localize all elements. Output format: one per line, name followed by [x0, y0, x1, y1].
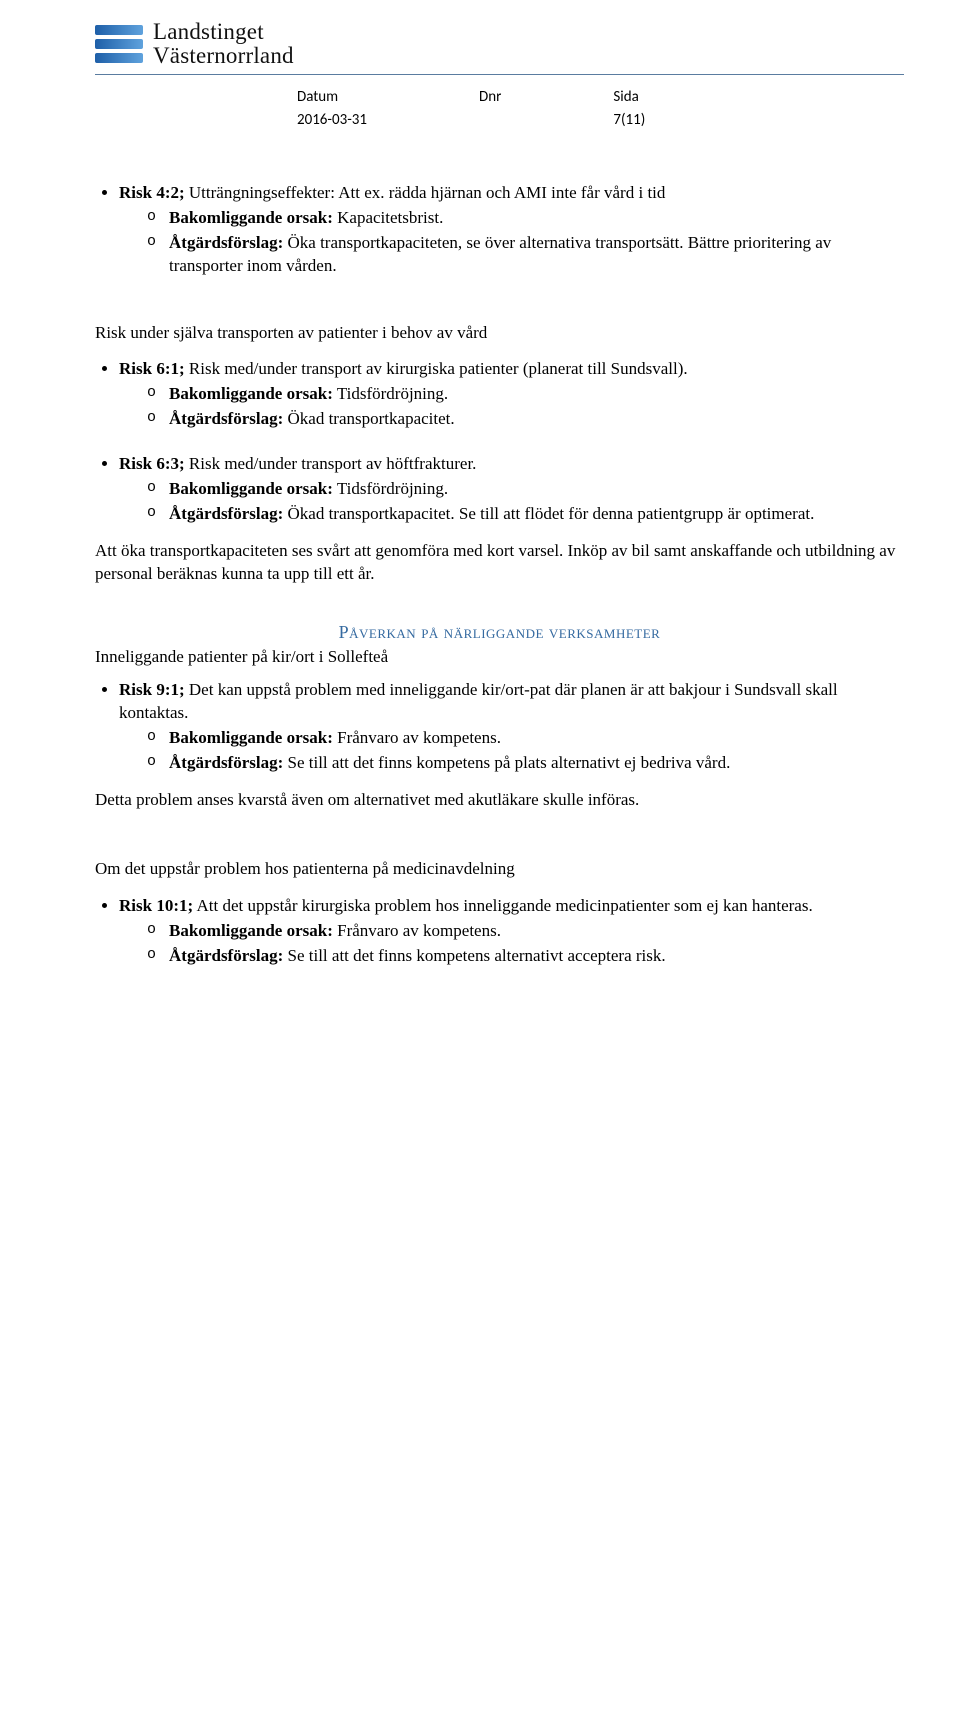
risk-6-3-text: Risk med/under transport av höftfrakture… — [185, 454, 477, 473]
meta-datum-label: Datum — [297, 87, 477, 107]
section-heading-paverkan: Påverkan på närliggande verksamheter — [95, 620, 904, 644]
risk-4-2-block: Risk 4:2; Utträngningseffekter: Att ex. … — [95, 182, 904, 278]
risk-10-1-label: Risk 10:1; — [119, 896, 193, 915]
meta-sida-label: Sida — [613, 87, 755, 107]
meta-sida-value: 7(11) — [613, 110, 755, 130]
risk-10-1-item: Risk 10:1; Att det uppstår kirurgiska pr… — [119, 895, 904, 968]
logo-mark-icon — [95, 20, 143, 68]
risk-10-1-action: Åtgärdsförslag: Se till att det finns ko… — [147, 945, 904, 968]
logo-line2: Västernorrland — [153, 44, 294, 68]
risk-10-1-text: Att det uppstår kirurgiska problem hos i… — [193, 896, 813, 915]
risk-6-1-label: Risk 6:1; — [119, 359, 185, 378]
meta-dnr-label: Dnr — [479, 87, 611, 107]
risk-6-1-block: Risk 6:1; Risk med/under transport av ki… — [95, 358, 904, 431]
meta-datum-value: 2016-03-31 — [297, 110, 477, 130]
transport-subheading: Risk under själva transporten av patient… — [95, 322, 904, 345]
risk-6-1-text: Risk med/under transport av kirurgiska p… — [185, 359, 688, 378]
risk-6-3-action: Åtgärdsförslag: Ökad transportkapacitet.… — [147, 503, 904, 526]
risk-10-1-cause: Bakomliggande orsak: Frånvaro av kompete… — [147, 920, 904, 943]
logo-text: Landstinget Västernorrland — [153, 20, 294, 68]
risk-4-2-cause: Bakomliggande orsak: Kapacitetsbrist. — [147, 207, 904, 230]
transport-capacity-note: Att öka transportkapaciteten ses svårt a… — [95, 540, 904, 586]
risk-9-1-label: Risk 9:1; — [119, 680, 185, 699]
header-rule — [95, 74, 904, 75]
risk-9-1-cause: Bakomliggande orsak: Frånvaro av kompete… — [147, 727, 904, 750]
meta-dnr-value — [479, 110, 611, 130]
risk-4-2-label: Risk 4:2; — [119, 183, 185, 202]
risk-6-3-item: Risk 6:3; Risk med/under transport av hö… — [119, 453, 904, 526]
risk-9-1-action: Åtgärdsförslag: Se till att det finns ko… — [147, 752, 904, 775]
risk-6-3-block: Risk 6:3; Risk med/under transport av hö… — [95, 453, 904, 526]
akutlakare-note: Detta problem anses kvarstå även om alte… — [95, 789, 904, 812]
risk-4-2-text: Utträngningseffekter: Att ex. rädda hjär… — [185, 183, 666, 202]
risk-10-1-block: Risk 10:1; Att det uppstår kirurgiska pr… — [95, 895, 904, 968]
risk-4-2-action: Åtgärdsförslag: Öka transportkapaciteten… — [147, 232, 904, 278]
document-meta: Datum Dnr Sida 2016-03-31 7(11) — [295, 85, 757, 132]
risk-6-3-cause: Bakomliggande orsak: Tidsfördröjning. — [147, 478, 904, 501]
risk-9-1-block: Risk 9:1; Det kan uppstå problem med inn… — [95, 679, 904, 775]
risk-6-1-cause: Bakomliggande orsak: Tidsfördröjning. — [147, 383, 904, 406]
section-intro: Inneliggande patienter på kir/ort i Soll… — [95, 646, 904, 669]
risk-6-3-label: Risk 6:3; — [119, 454, 185, 473]
risk-9-1-item: Risk 9:1; Det kan uppstå problem med inn… — [119, 679, 904, 775]
risk-6-1-action: Åtgärdsförslag: Ökad transportkapacitet. — [147, 408, 904, 431]
risk-4-2-item: Risk 4:2; Utträngningseffekter: Att ex. … — [119, 182, 904, 278]
medicin-subheading: Om det uppstår problem hos patienterna p… — [95, 858, 904, 881]
header-logo: Landstinget Västernorrland — [95, 20, 904, 68]
risk-9-1-text: Det kan uppstå problem med inneliggande … — [119, 680, 838, 722]
risk-6-1-item: Risk 6:1; Risk med/under transport av ki… — [119, 358, 904, 431]
logo-line1: Landstinget — [153, 20, 294, 44]
